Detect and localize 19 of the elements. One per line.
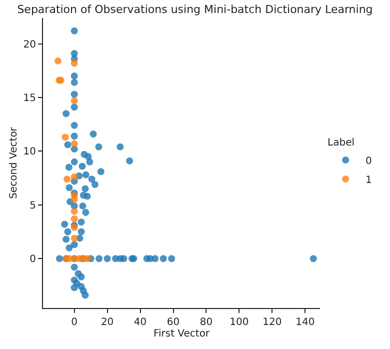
legend-label: 0 [366,156,372,167]
legend-label: 1 [366,174,372,186]
y-tick-label: 5 [30,200,36,212]
x-tick-label: 80 [200,317,213,328]
x-tick-label: 40 [134,317,147,328]
x-tick-label: 140 [296,317,315,328]
x-tick-label: 60 [166,317,180,328]
x-tick-label: 0 [71,317,78,328]
y-tick-label: 0 [30,254,36,266]
x-tick-label: 20 [100,317,114,328]
x-tick-label: 120 [262,317,282,328]
x-tick-label: 100 [230,317,249,328]
y-axis-title: Second Vector [8,126,20,199]
x-axis-title: First Vector [153,328,210,340]
y-tick-label: 20 [23,39,36,50]
y-tick-label: 15 [23,92,36,104]
chart-title: Separation of Observations using Mini-batch Dictionary Learning [17,2,373,16]
legend-title: Label [328,138,355,148]
y-tick-label: 10 [23,146,36,158]
